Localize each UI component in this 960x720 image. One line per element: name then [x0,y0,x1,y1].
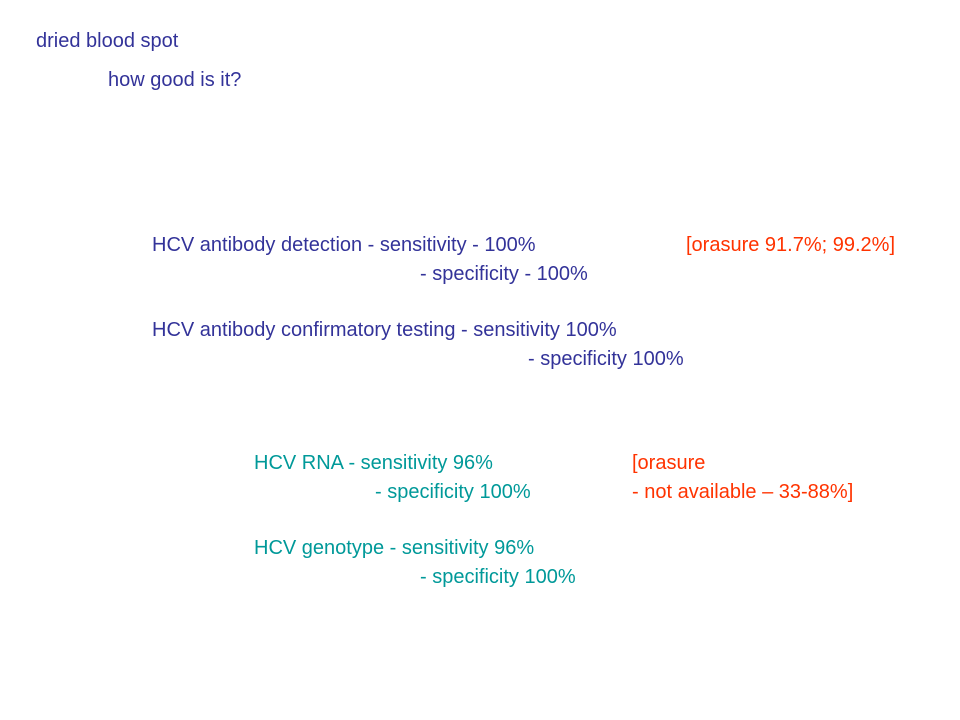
genotype-specificity: - specificity 100% [420,566,576,588]
detection-specificity: - specificity - 100% [420,263,588,285]
title: dried blood spot [36,30,179,52]
subtitle: how good is it? [108,69,242,91]
rna-orasure: [orasure [632,452,706,474]
confirmatory-sensitivity: HCV antibody confirmatory testing - sens… [152,319,617,341]
rna-orasure-detail: - not available – 33-88%] [632,481,854,503]
rna-specificity: - specificity 100% [375,481,531,503]
rna-sensitivity: HCV RNA - sensitivity 96% [254,452,493,474]
genotype-sensitivity: HCV genotype - sensitivity 96% [254,537,535,559]
confirmatory-specificity: - specificity 100% [528,348,684,370]
detection-orasure: [orasure 91.7%; 99.2%] [686,234,896,256]
detection-sensitivity: HCV antibody detection - sensitivity - 1… [152,234,536,256]
